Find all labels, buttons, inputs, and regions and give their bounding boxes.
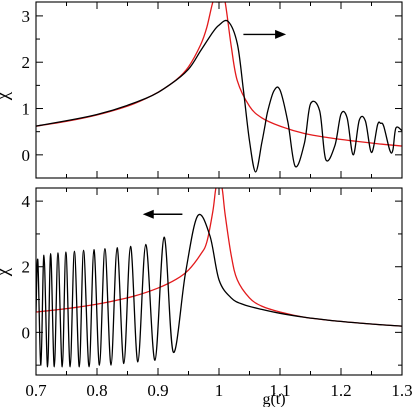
y-tick-label: 1: [22, 100, 31, 119]
x-axis-label: g(t): [262, 391, 285, 407]
top-black-curve: [36, 19, 402, 173]
y-tick-label: 2: [22, 53, 31, 72]
y-tick-label: 4: [22, 192, 31, 211]
arrow-head: [142, 209, 154, 219]
bottom-x-ticks: 0.7 0.8 0.9 1 1.1 1.2 1.3: [25, 188, 413, 400]
bottom-red-curve: [36, 188, 402, 327]
y-tick-label: 3: [22, 7, 31, 26]
top-y-axis-label: χ: [0, 91, 13, 101]
top-y-ticks: 0 1 2 3: [22, 7, 402, 179]
x-tick-label: 0.7: [25, 381, 47, 400]
y-tick-label: 0: [22, 146, 31, 165]
y-tick-label: 2: [22, 258, 31, 277]
x-tick-label: 1.1: [269, 381, 290, 400]
bottom-black-curve: [36, 213, 402, 368]
x-tick-label: 1: [215, 381, 224, 400]
x-tick-label: 0.8: [86, 381, 107, 400]
x-tick-label: 1.2: [330, 381, 351, 400]
bottom-arrow-annotation: [142, 209, 183, 219]
arrow-head: [275, 29, 287, 39]
top-arrow-annotation: [243, 29, 287, 39]
top-red-curve: [36, 2, 402, 147]
x-tick-label: 1.3: [391, 381, 412, 400]
x-tick-label: 0.9: [147, 381, 168, 400]
top-panel: 0 1 2 3 χ: [0, 1, 403, 179]
bottom-panel: 0.7 0.8 0.9 1 1.1 1.2 1.3 0 2 4 χ g(t): [0, 187, 413, 407]
top-plot-frame: [35, 1, 403, 179]
bottom-y-ticks: 0 2 4: [22, 192, 402, 366]
top-x-ticks: [35, 2, 403, 178]
bottom-y-axis-label: χ: [0, 267, 13, 277]
y-tick-label: 0: [22, 323, 31, 342]
